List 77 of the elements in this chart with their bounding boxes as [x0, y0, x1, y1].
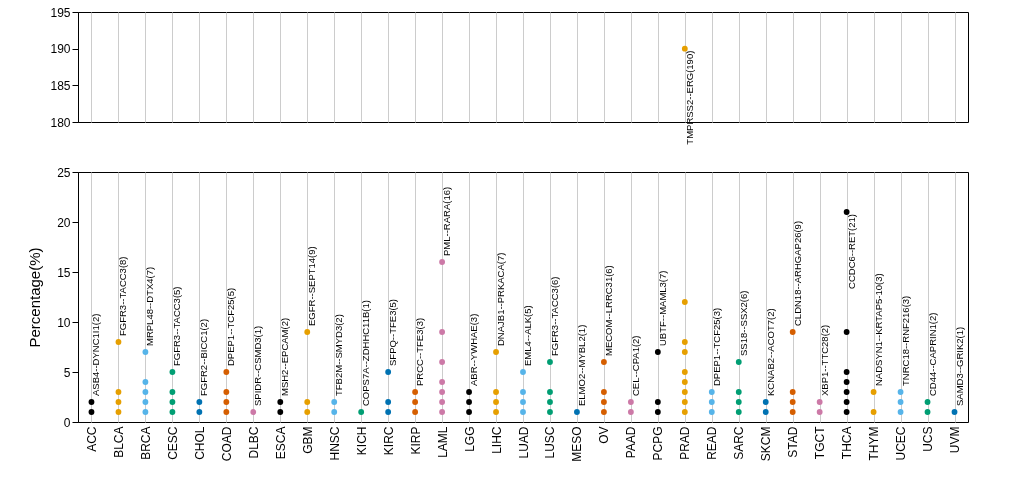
y-tick-label: 180	[50, 115, 71, 130]
annotation: CLDN18--ARHGAP26(9)	[791, 220, 803, 326]
x-tick-label: BLCA	[111, 426, 126, 458]
x-tick-label: KIRC	[381, 426, 396, 456]
annotation: FGFR3--TACC3(6)	[548, 276, 560, 356]
y-tick-label: 20	[57, 215, 71, 230]
x-tick-label: TGCT	[813, 425, 828, 460]
x-tick-label: PCPG	[651, 426, 666, 461]
y-tick-label: 10	[57, 315, 71, 330]
x-tick-label: ACC	[84, 426, 99, 452]
annotation: UBTF--MAML3(7)	[656, 270, 668, 346]
y-tick-label: 190	[50, 42, 71, 57]
x-tick-label: LIHC	[489, 426, 504, 454]
annotation: FGFR3--TACC3(8)	[117, 256, 129, 336]
x-tick-label: SKCM	[759, 426, 774, 462]
annotation: DNAJB1--PRKACA(7)	[495, 252, 507, 346]
x-tick-label: LGG	[462, 426, 477, 452]
annotation: DPEP1--TCF25(5)	[225, 287, 237, 366]
x-tick-label: COAD	[219, 426, 234, 462]
annotation: TNRC18--RNF216(3)	[899, 295, 911, 386]
x-tick-label: UCS	[921, 426, 936, 452]
annotation: FGFR2--BICC1(2)	[198, 318, 210, 396]
x-tick-label: MESO	[570, 426, 585, 462]
x-tick-label: READ	[705, 426, 720, 460]
annotation: ASB4--DYNC1I1(2)	[90, 313, 102, 396]
annotation: MSH2--EPCAM(2)	[279, 317, 291, 396]
annotation: ELMO2--MYBL2(1)	[575, 324, 587, 406]
x-tick-label: BRCA	[138, 426, 153, 460]
y-axis-title: Percentage(%)	[26, 247, 44, 348]
x-tick-label: LAML	[435, 426, 450, 458]
y-tick-label: 5	[63, 365, 71, 380]
annotation: MECOM--LRRC31(6)	[602, 265, 614, 356]
annotation: TMPRSS2--ERG(190)	[683, 50, 695, 145]
annotation: CD44--CAPRIN1(2)	[926, 312, 938, 396]
y-tick-label: 195	[50, 5, 71, 20]
y-tick-label: 15	[57, 265, 71, 280]
x-tick-label: OV	[597, 426, 612, 444]
x-tick-label: SARC	[732, 426, 747, 460]
annotation: CCDC6--RET(21)	[845, 214, 857, 289]
x-tick-label: THYM	[867, 426, 882, 461]
y-tick-label: 185	[50, 78, 71, 93]
annotation: TFB2M--SMYD3(2)	[333, 314, 345, 396]
x-tick-label: KIRP	[408, 426, 423, 455]
y-tick-label: 0	[63, 415, 71, 430]
annotation: SFPQ--TFE3(5)	[387, 298, 399, 366]
x-tick-label: UVM	[948, 426, 963, 454]
x-tick-label: LUSC	[543, 426, 558, 459]
x-tick-label: CESC	[165, 426, 180, 460]
annotation: SAMD3--GRIK2(1)	[953, 326, 965, 406]
annotation: NADSYN1--KRTAP5-10(3)	[872, 273, 884, 386]
annotation: CEL--CPA1(2)	[629, 335, 641, 396]
annotation: EGFR--SEPT14(9)	[306, 246, 318, 326]
annotation: SPIDR--CSMD3(1)	[252, 325, 264, 406]
x-tick-label: STAD	[786, 426, 801, 458]
annotation: PML--RARA(16)	[441, 186, 453, 256]
annotation: ABR--YWHAE(3)	[468, 313, 480, 386]
x-tick-label: HNSC	[327, 426, 342, 461]
y-tick-label: 25	[57, 165, 71, 180]
annotation: MRPL48--DTX4(7)	[144, 266, 156, 346]
annotation: SS18--SSX2(6)	[737, 290, 749, 356]
annotation: KCNAB2--ACOT7(2)	[764, 308, 776, 396]
annotation: DPEP1--TCF25(3)	[710, 307, 722, 386]
annotation: EML4--ALK(5)	[522, 305, 533, 366]
annotation: COPS7A--ZDHHC11B(1)	[360, 300, 372, 406]
x-tick-label: GBM	[300, 426, 315, 454]
x-tick-label: ESCA	[273, 426, 288, 460]
annotation: PRCC--TFE3(3)	[414, 317, 426, 386]
x-tick-label: CHOL	[192, 426, 207, 460]
annotation: FGFR3--TACC3(5)	[171, 286, 183, 366]
x-tick-label: UCEC	[894, 426, 909, 461]
x-tick-label: DLBC	[246, 426, 261, 459]
x-tick-label: PAAD	[624, 426, 639, 459]
x-tick-label: LUAD	[516, 426, 531, 459]
annotation: XBP1--TTC28(2)	[818, 324, 830, 396]
x-tick-label: KICH	[354, 426, 369, 456]
x-tick-label: THCA	[840, 426, 855, 460]
x-tick-label: PRAD	[678, 426, 693, 460]
